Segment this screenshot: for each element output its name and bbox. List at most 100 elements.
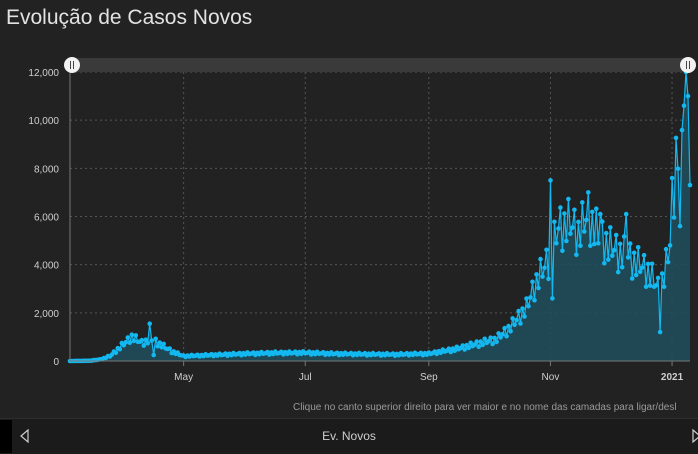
data-point	[149, 338, 154, 343]
data-point	[131, 338, 137, 344]
data-point	[667, 243, 673, 248]
data-point	[494, 339, 499, 345]
x-tick-label: Jul	[299, 372, 312, 383]
data-point	[661, 284, 667, 290]
data-point	[167, 346, 172, 351]
data-point	[645, 261, 651, 267]
data-point	[540, 274, 545, 279]
data-point	[141, 343, 147, 348]
data-point	[133, 333, 139, 338]
data-point	[554, 241, 559, 246]
data-point	[685, 93, 691, 99]
data-point	[560, 248, 565, 254]
data-point	[482, 336, 488, 342]
data-point	[520, 306, 525, 311]
data-point	[625, 255, 631, 260]
data-point	[518, 321, 523, 326]
data-point	[488, 335, 493, 341]
data-point	[504, 333, 509, 339]
y-tick-label: 10,000	[28, 116, 59, 127]
data-point	[590, 209, 595, 215]
handle-knob	[680, 57, 696, 73]
data-point	[659, 271, 665, 276]
data-point	[594, 206, 599, 211]
cases-chart: 0 2,000 4,000 6,000 8,000 10,000 12,000 May Jul S…	[28, 57, 696, 383]
data-point	[552, 219, 557, 225]
data-point	[502, 325, 507, 331]
data-point	[570, 225, 575, 230]
data-point	[145, 340, 150, 346]
data-point	[129, 332, 135, 338]
x-tick-label: Nov	[542, 372, 560, 383]
data-point	[550, 296, 555, 301]
chevron-left-icon[interactable]	[18, 428, 32, 444]
data-point	[478, 339, 484, 344]
data-point	[608, 225, 613, 230]
time-slider[interactable]	[64, 57, 696, 73]
y-tick-label: 6,000	[34, 213, 59, 224]
data-point	[151, 352, 156, 358]
data-point	[546, 276, 551, 282]
data-point	[675, 166, 681, 172]
slider-handle-right[interactable]	[680, 57, 696, 73]
data-point	[588, 243, 593, 248]
y-tick-label: 2,000	[34, 309, 59, 320]
data-point	[548, 178, 553, 183]
data-point	[687, 182, 693, 188]
data-point	[669, 175, 675, 181]
data-point	[647, 283, 653, 288]
data-point	[615, 269, 621, 275]
x-tick-label: 2021	[661, 372, 684, 383]
series-area	[70, 72, 690, 361]
data-point	[655, 275, 661, 281]
data-point	[544, 247, 549, 253]
data-point	[452, 348, 458, 354]
data-point	[466, 345, 472, 351]
data-point	[637, 269, 643, 275]
slider-handle-left[interactable]	[64, 57, 80, 73]
data-point	[480, 342, 486, 348]
data-point	[139, 337, 145, 343]
data-point	[143, 337, 149, 343]
data-point	[486, 339, 491, 344]
data-point	[574, 252, 579, 258]
data-point	[516, 308, 521, 314]
data-point	[462, 347, 468, 352]
data-point	[639, 265, 645, 270]
data-point	[562, 211, 567, 216]
data-point	[532, 297, 537, 303]
data-point	[568, 231, 573, 237]
layer-footer: Ev. Novos	[0, 418, 698, 454]
data-point	[512, 322, 517, 328]
x-tick-label: Sep	[420, 372, 438, 383]
data-point	[598, 211, 603, 217]
y-tick-label: 8,000	[34, 164, 59, 175]
data-point	[641, 252, 647, 258]
data-point	[611, 247, 617, 253]
data-point	[596, 241, 601, 246]
data-point	[623, 211, 629, 217]
data-point	[566, 196, 571, 202]
data-point	[604, 230, 609, 236]
data-point	[536, 285, 541, 291]
data-point	[490, 341, 495, 347]
data-point	[617, 241, 623, 247]
data-point	[631, 250, 637, 256]
data-point	[586, 190, 591, 195]
chevron-right-icon[interactable]	[690, 428, 698, 444]
data-point	[663, 246, 669, 252]
slider-track	[70, 58, 690, 72]
hint-text: Clique no canto superior direito para ve…	[293, 402, 677, 413]
data-point	[524, 296, 529, 301]
corner-block	[0, 420, 12, 453]
data-point	[157, 340, 162, 345]
data-point	[613, 232, 619, 238]
data-point	[123, 340, 129, 345]
data-point	[113, 350, 119, 356]
handle-knob	[64, 57, 80, 73]
y-tick-label: 4,000	[34, 261, 59, 272]
data-point	[627, 241, 633, 246]
data-point	[572, 207, 577, 213]
data-point	[448, 349, 454, 355]
data-point	[492, 335, 497, 341]
